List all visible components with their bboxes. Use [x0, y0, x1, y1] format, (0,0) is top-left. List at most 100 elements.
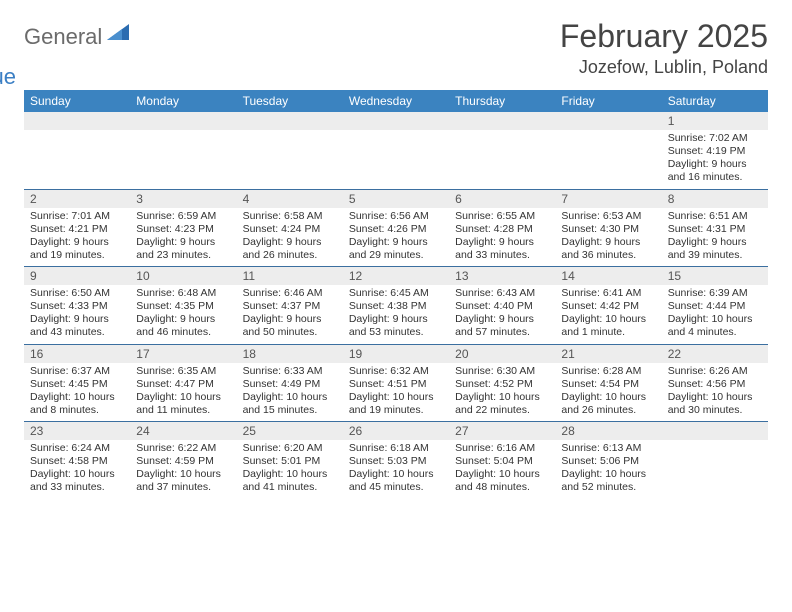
week-row: 9Sunrise: 6:50 AMSunset: 4:33 PMDaylight… [24, 266, 768, 344]
day-details: Sunrise: 6:56 AMSunset: 4:26 PMDaylight:… [343, 208, 449, 267]
day-cell: 23Sunrise: 6:24 AMSunset: 4:58 PMDayligh… [24, 422, 130, 499]
day-details: Sunrise: 7:01 AMSunset: 4:21 PMDaylight:… [24, 208, 130, 267]
day-number: 27 [449, 422, 555, 440]
logo-text-blue: Blue [0, 64, 77, 90]
weekday-header: Saturday [662, 90, 768, 112]
daylight-text: Daylight: 10 hours and 26 minutes. [561, 391, 655, 417]
daylight-text: Daylight: 10 hours and 45 minutes. [349, 468, 443, 494]
day-cell: 7Sunrise: 6:53 AMSunset: 4:30 PMDaylight… [555, 190, 661, 267]
sunrise-text: Sunrise: 6:26 AM [668, 365, 762, 378]
sunrise-text: Sunrise: 7:01 AM [30, 210, 124, 223]
day-cell [555, 112, 661, 189]
sunset-text: Sunset: 4:38 PM [349, 300, 443, 313]
daylight-text: Daylight: 9 hours and 16 minutes. [668, 158, 762, 184]
empty-day-header [662, 422, 768, 440]
day-cell: 14Sunrise: 6:41 AMSunset: 4:42 PMDayligh… [555, 267, 661, 344]
sunrise-text: Sunrise: 6:41 AM [561, 287, 655, 300]
brand-logo: General Blue [24, 18, 129, 76]
day-cell [449, 112, 555, 189]
day-number: 26 [343, 422, 449, 440]
day-number: 23 [24, 422, 130, 440]
sunset-text: Sunset: 4:51 PM [349, 378, 443, 391]
title-block: February 2025 Jozefow, Lublin, Poland [560, 18, 768, 78]
day-cell [343, 112, 449, 189]
day-number: 6 [449, 190, 555, 208]
day-cell: 15Sunrise: 6:39 AMSunset: 4:44 PMDayligh… [662, 267, 768, 344]
day-details: Sunrise: 6:51 AMSunset: 4:31 PMDaylight:… [662, 208, 768, 267]
empty-day-header [24, 112, 130, 130]
sunrise-text: Sunrise: 6:50 AM [30, 287, 124, 300]
day-cell: 27Sunrise: 6:16 AMSunset: 5:04 PMDayligh… [449, 422, 555, 499]
sunrise-text: Sunrise: 6:30 AM [455, 365, 549, 378]
empty-day-header [449, 112, 555, 130]
weekday-header: Friday [555, 90, 661, 112]
day-cell [662, 422, 768, 499]
day-details: Sunrise: 6:59 AMSunset: 4:23 PMDaylight:… [130, 208, 236, 267]
sunset-text: Sunset: 4:45 PM [30, 378, 124, 391]
day-number: 22 [662, 345, 768, 363]
daylight-text: Daylight: 10 hours and 15 minutes. [243, 391, 337, 417]
daylight-text: Daylight: 9 hours and 19 minutes. [30, 236, 124, 262]
sunset-text: Sunset: 4:26 PM [349, 223, 443, 236]
day-cell: 10Sunrise: 6:48 AMSunset: 4:35 PMDayligh… [130, 267, 236, 344]
sunrise-text: Sunrise: 6:37 AM [30, 365, 124, 378]
sunrise-text: Sunrise: 6:48 AM [136, 287, 230, 300]
day-cell [24, 112, 130, 189]
weeks-container: 1Sunrise: 7:02 AMSunset: 4:19 PMDaylight… [24, 112, 768, 499]
sunrise-text: Sunrise: 6:22 AM [136, 442, 230, 455]
day-details: Sunrise: 6:53 AMSunset: 4:30 PMDaylight:… [555, 208, 661, 267]
day-cell: 17 Sunrise: 6:35 AMSunset: 4:47 PMDayligh… [130, 345, 236, 422]
sunset-text: Sunset: 4:59 PM [136, 455, 230, 468]
daylight-text: Daylight: 9 hours and 57 minutes. [455, 313, 549, 339]
logo-triangle-icon [107, 24, 129, 45]
day-details: Sunrise: 6:22 AMSunset: 4:59 PMDaylight:… [130, 440, 236, 499]
day-details: Sunrise: 6:45 AMSunset: 4:38 PMDaylight:… [343, 285, 449, 344]
day-number: 16 [24, 345, 130, 363]
day-details: Sunrise: 6:41 AMSunset: 4:42 PMDaylight:… [555, 285, 661, 344]
day-details: Sunrise: 7:02 AMSunset: 4:19 PMDaylight:… [662, 130, 768, 189]
weekday-header: Wednesday [343, 90, 449, 112]
sunrise-text: Sunrise: 6:20 AM [243, 442, 337, 455]
day-details: Sunrise: 6:55 AMSunset: 4:28 PMDaylight:… [449, 208, 555, 267]
day-details: Sunrise: 6:13 AMSunset: 5:06 PMDaylight:… [555, 440, 661, 499]
day-cell: 13Sunrise: 6:43 AMSunset: 4:40 PMDayligh… [449, 267, 555, 344]
day-cell: 16 Sunrise: 6:37 AMSunset: 4:45 PMDayligh… [24, 345, 130, 422]
sunrise-text: Sunrise: 6:18 AM [349, 442, 443, 455]
sunrise-text: Sunrise: 6:39 AM [668, 287, 762, 300]
weekday-header-row: Sunday Monday Tuesday Wednesday Thursday… [24, 90, 768, 112]
day-details: Sunrise: 6:32 AMSunset: 4:51 PMDaylight:… [343, 363, 449, 422]
weekday-header: Thursday [449, 90, 555, 112]
sunset-text: Sunset: 4:58 PM [30, 455, 124, 468]
daylight-text: Daylight: 10 hours and 11 minutes. [136, 391, 230, 417]
day-number: 11 [237, 267, 343, 285]
day-cell: 3Sunrise: 6:59 AMSunset: 4:23 PMDaylight… [130, 190, 236, 267]
sunrise-text: Sunrise: 6:35 AM [136, 365, 230, 378]
day-number: 5 [343, 190, 449, 208]
location-label: Jozefow, Lublin, Poland [560, 57, 768, 78]
sunset-text: Sunset: 5:01 PM [243, 455, 337, 468]
daylight-text: Daylight: 10 hours and 30 minutes. [668, 391, 762, 417]
page-header: General Blue February 2025 Jozefow, Lubl… [24, 18, 768, 78]
day-cell: 11Sunrise: 6:46 AMSunset: 4:37 PMDayligh… [237, 267, 343, 344]
day-cell: 5Sunrise: 6:56 AMSunset: 4:26 PMDaylight… [343, 190, 449, 267]
sunset-text: Sunset: 4:47 PM [136, 378, 230, 391]
day-number: 17 [130, 345, 236, 363]
sunset-text: Sunset: 4:19 PM [668, 145, 762, 158]
day-number: 25 [237, 422, 343, 440]
day-number: 21 [555, 345, 661, 363]
sunset-text: Sunset: 4:44 PM [668, 300, 762, 313]
daylight-text: Daylight: 10 hours and 33 minutes. [30, 468, 124, 494]
daylight-text: Daylight: 10 hours and 8 minutes. [30, 391, 124, 417]
sunrise-text: Sunrise: 7:02 AM [668, 132, 762, 145]
sunrise-text: Sunrise: 6:51 AM [668, 210, 762, 223]
sunrise-text: Sunrise: 6:55 AM [455, 210, 549, 223]
day-cell [130, 112, 236, 189]
daylight-text: Daylight: 9 hours and 53 minutes. [349, 313, 443, 339]
empty-day-header [555, 112, 661, 130]
daylight-text: Daylight: 9 hours and 43 minutes. [30, 313, 124, 339]
daylight-text: Daylight: 10 hours and 1 minute. [561, 313, 655, 339]
sunset-text: Sunset: 4:28 PM [455, 223, 549, 236]
day-details: Sunrise: 6:16 AMSunset: 5:04 PMDaylight:… [449, 440, 555, 499]
day-cell: 12Sunrise: 6:45 AMSunset: 4:38 PMDayligh… [343, 267, 449, 344]
sunset-text: Sunset: 4:23 PM [136, 223, 230, 236]
